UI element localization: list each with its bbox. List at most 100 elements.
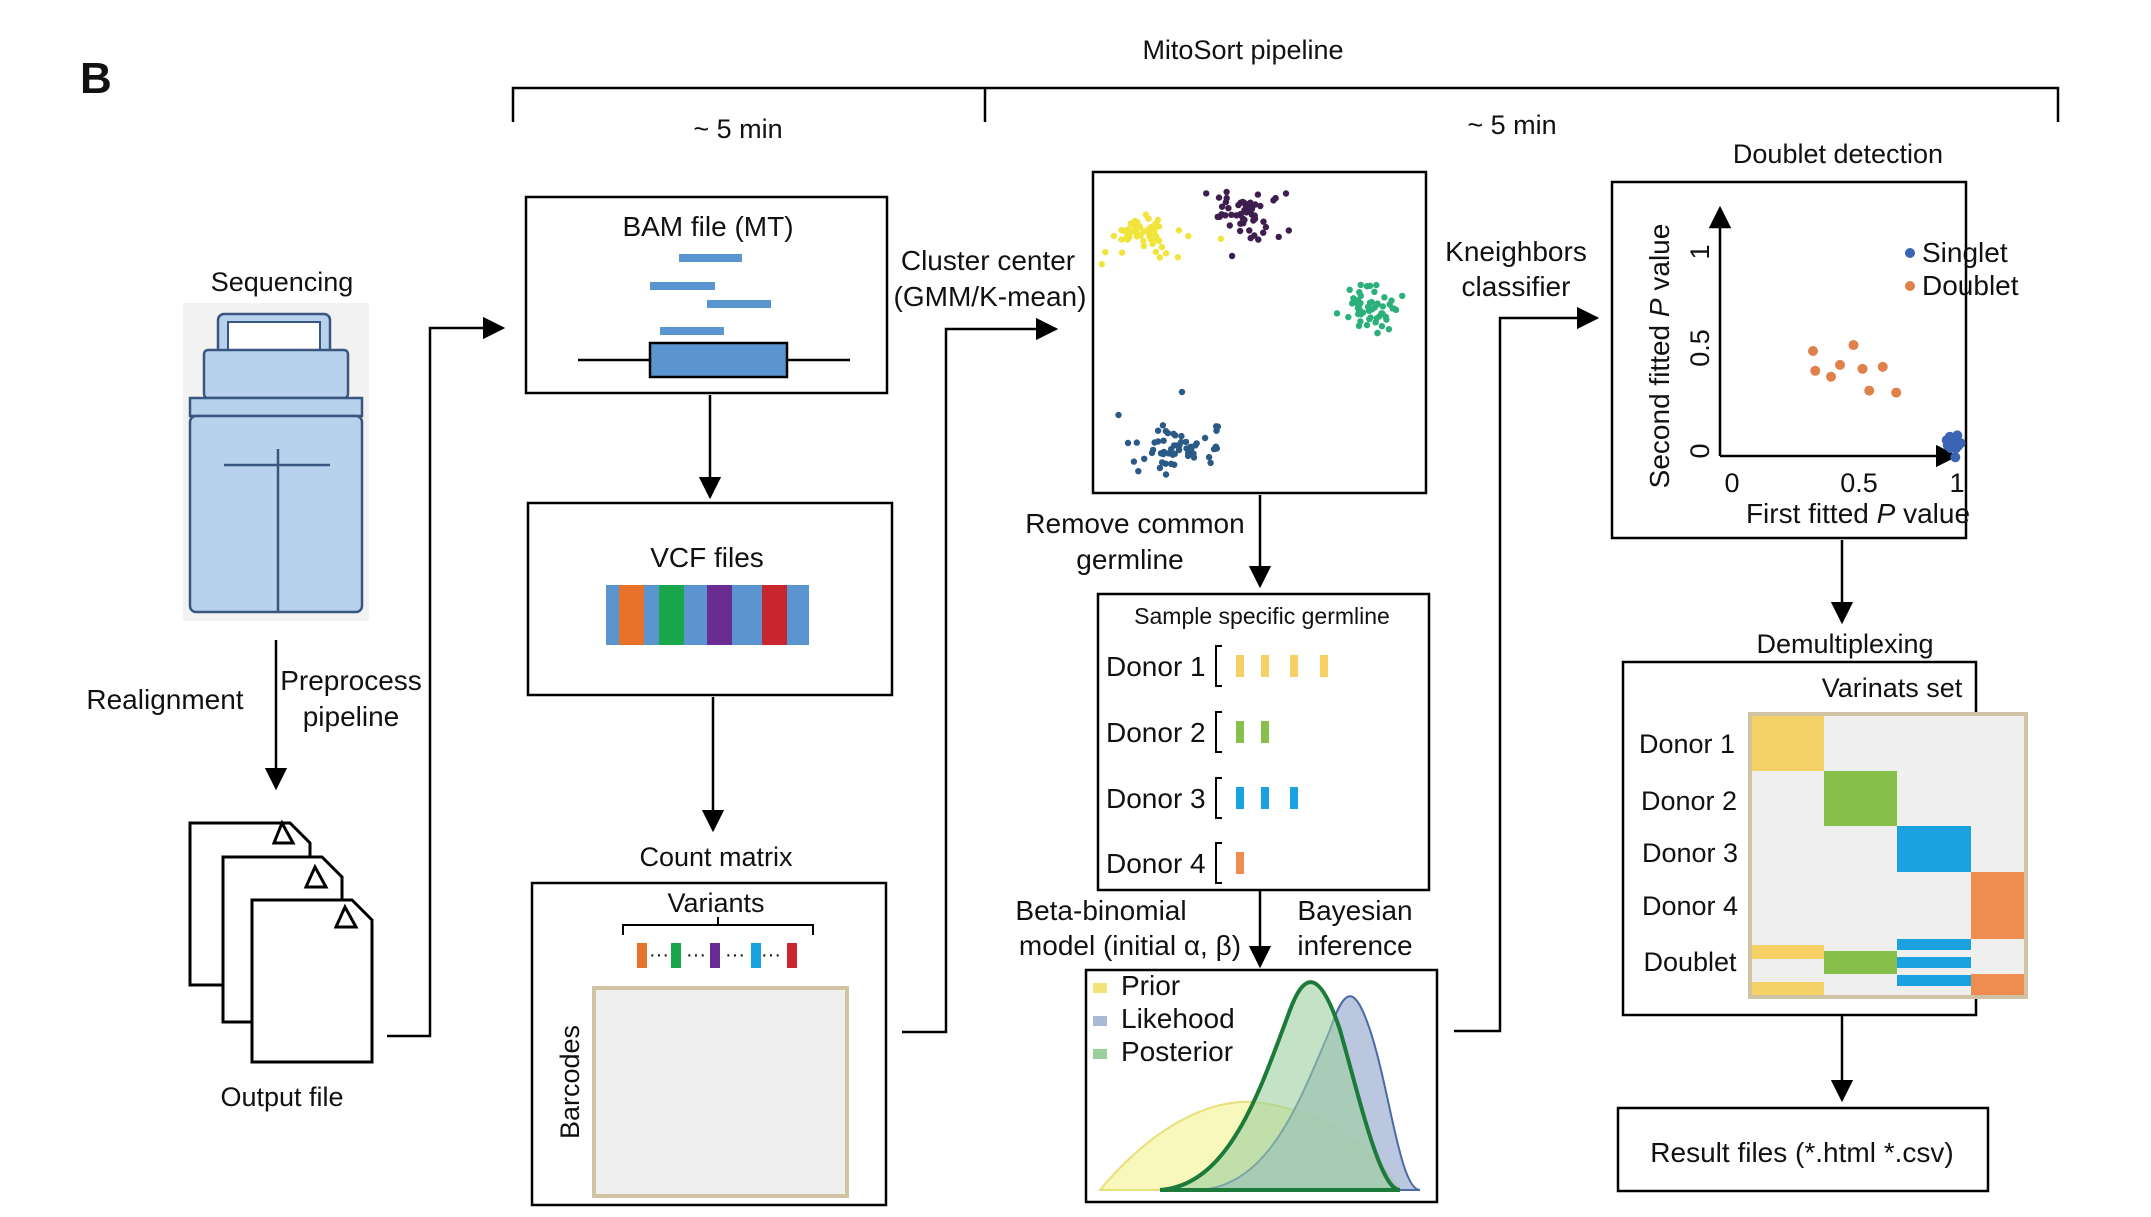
cluster-dot (1222, 212, 1229, 219)
cluster-dot (1178, 432, 1185, 440)
cluster-dot (1254, 191, 1262, 198)
cluster-dot (1385, 326, 1393, 333)
cluster-dot (1158, 243, 1166, 251)
demux-row-donor-2: Donor 2 (1641, 786, 1737, 816)
cluster-dot (1215, 194, 1223, 201)
cluster-dot (1165, 450, 1172, 457)
germline-donor-label: Donor 2 (1106, 717, 1206, 748)
cluster-dot (1115, 411, 1122, 419)
germline-variant-mark (1290, 655, 1298, 677)
cluster-dot (1156, 254, 1164, 261)
cluster-dot (1174, 254, 1182, 261)
cluster-dot (1217, 235, 1225, 243)
y-tick-0-5: 0.5 (1685, 329, 1715, 367)
doublet-point (1848, 340, 1859, 351)
pipeline-title: MitoSort pipeline (1142, 35, 1343, 65)
cluster-dot (1262, 223, 1270, 231)
cluster-dot (1391, 305, 1398, 312)
realignment-label: Realignment (86, 684, 243, 715)
cluster-dot (1246, 227, 1253, 234)
singlet-point (1952, 430, 1963, 441)
variants-label: Variants (667, 888, 764, 918)
remove-germline-line2: germline (1076, 544, 1183, 575)
doublet-point (1808, 346, 1818, 356)
cluster-dot (1333, 310, 1341, 317)
cluster-dot (1203, 190, 1210, 197)
cluster-dot (1226, 222, 1234, 229)
cluster-dot (1145, 225, 1152, 233)
cluster-dot (1170, 430, 1177, 437)
cluster-dot (1223, 194, 1230, 202)
variant-dots: ··· (686, 944, 706, 966)
germline-box-title: Sample specific germline (1134, 603, 1390, 629)
x-tick-1: 1 (1949, 468, 1964, 498)
knn-label-line2: classifier (1462, 271, 1571, 302)
cluster-dot (1260, 229, 1267, 236)
variants-set-label: Varinats set (1822, 673, 1963, 703)
cluster-dot (1154, 427, 1162, 434)
time-right: ~ 5 min (1467, 110, 1556, 140)
cluster-dot (1118, 249, 1126, 256)
cluster-dot (1373, 281, 1380, 289)
doublet-point (1835, 359, 1845, 370)
demux-row-donor-4: Donor 4 (1642, 891, 1738, 921)
cluster-dot (1346, 286, 1353, 293)
cluster-dot (1098, 260, 1106, 268)
cluster-label-line2: (GMM/K-mean) (894, 281, 1087, 312)
beta-binomial-line1: Beta-binomial (1015, 895, 1186, 926)
result-label: Result files (*.html *.csv) (1650, 1137, 1953, 1168)
legend-prior: Prior (1121, 970, 1180, 1001)
cluster-dot (1228, 252, 1236, 260)
cluster-dot (1348, 300, 1356, 307)
vcf-label: VCF files (650, 542, 764, 573)
germline-bracket (1215, 777, 1222, 819)
remove-germline-line1: Remove common (1025, 508, 1244, 539)
x-axis-label: First fitted P value (1746, 498, 1970, 529)
beta-binomial-line2: model (initial α, β) (1019, 930, 1241, 961)
cluster-dot (1356, 289, 1363, 296)
germline-variant-mark (1261, 787, 1269, 809)
germline-box (1096, 592, 1431, 892)
y-tick-1: 1 (1685, 244, 1715, 259)
cluster-dot (1381, 294, 1388, 301)
germline-variant-mark (1261, 655, 1269, 677)
cluster-dot (1239, 215, 1247, 222)
demux-title: Demultiplexing (1756, 629, 1933, 659)
cluster-dot (1175, 227, 1183, 234)
doublet-point (1826, 371, 1836, 382)
cluster-dot (1207, 459, 1214, 467)
cluster-dot (1150, 230, 1158, 237)
cluster-dot (1159, 422, 1167, 429)
cluster-dot (1239, 198, 1246, 206)
cluster-dot (1379, 303, 1387, 310)
germline-variant-mark (1290, 787, 1298, 809)
germline-bracket (1215, 842, 1222, 884)
germline-donor-label: Donor 3 (1106, 783, 1206, 814)
doublet-box (1610, 180, 1968, 540)
germline-variant-mark (1236, 721, 1244, 743)
cluster-dot (1260, 218, 1267, 225)
cluster-dot (1255, 236, 1262, 243)
doublet-point (1857, 363, 1868, 374)
cluster-dot (1388, 297, 1395, 304)
cluster-dot (1213, 445, 1221, 452)
cluster-dot (1233, 212, 1240, 219)
legend-singlet: Singlet (1922, 237, 2008, 268)
cluster-dot (1162, 250, 1170, 257)
cluster-dot (1153, 236, 1160, 243)
cluster-dot (1123, 235, 1130, 242)
cluster-dot (1148, 449, 1156, 457)
cluster-dot (1140, 242, 1148, 250)
cluster-dot (1156, 464, 1164, 472)
cluster-dot (1345, 313, 1352, 321)
cluster-dot (1190, 450, 1197, 457)
cluster-dot (1167, 460, 1175, 467)
doublet-point (1877, 361, 1888, 372)
singlet-point (1944, 431, 1955, 442)
cluster-dot (1374, 329, 1381, 337)
cluster-dot (1378, 323, 1386, 330)
cluster-dot (1285, 227, 1293, 234)
singlet-point (1950, 452, 1961, 463)
germline-variant-mark (1261, 721, 1269, 743)
cluster-dot (1228, 211, 1235, 218)
